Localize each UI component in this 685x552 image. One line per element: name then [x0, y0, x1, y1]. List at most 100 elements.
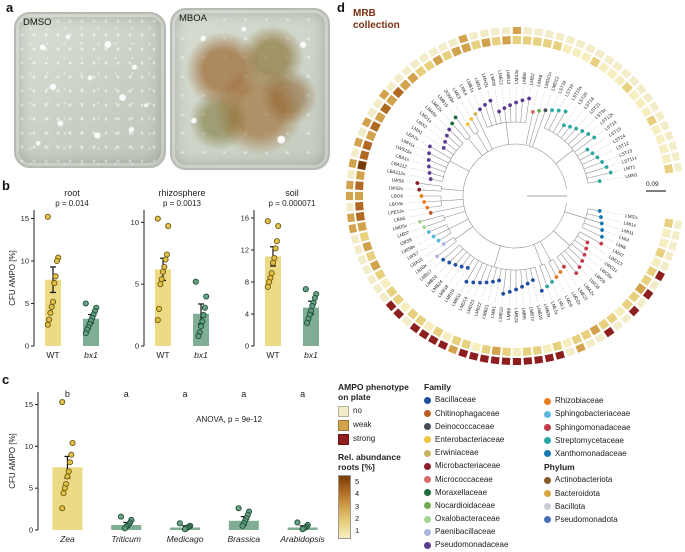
y-tick-label: 0 — [135, 342, 139, 351]
y-tick-label: 0 — [29, 526, 33, 535]
anova-annotation: ANOVA, p = 9e-12 — [196, 415, 262, 424]
data-point — [47, 309, 54, 316]
strain: LMB17 — [385, 244, 460, 312]
strain-label: LMB1x — [465, 78, 475, 94]
legend-family-title: Family — [424, 382, 451, 392]
strain-label: LWS9 — [399, 237, 413, 246]
strain: LMB5 — [519, 269, 533, 365]
data-point — [51, 280, 58, 287]
abundance-ring-cell — [355, 211, 365, 222]
phenotype-ring-cell — [620, 313, 632, 324]
data-point — [64, 473, 71, 480]
legend-label: Sphingomonadaceae — [555, 422, 631, 432]
family-tip-dot — [447, 260, 452, 265]
phenotype-ring-cell — [544, 353, 555, 363]
strain-label: LMI11 — [621, 227, 635, 236]
family-tip-dot — [441, 241, 446, 247]
strain-label: LMX2 — [415, 118, 428, 130]
chart-host-range: ANOVA, p = 9e-12 0 5 10 15 CFU AMPO [%] Zea b Tr… — [8, 389, 326, 544]
legend-swatch — [424, 410, 431, 418]
y-tick-label: 0 — [25, 342, 29, 351]
abundance-ring-cell — [580, 51, 592, 63]
strain: LMB20 — [393, 248, 464, 320]
y-tick-label: 5 — [29, 484, 33, 493]
strain-label: LWS8x — [401, 243, 417, 254]
data-point — [66, 459, 74, 466]
abundance-ring-cell — [663, 164, 674, 174]
family-tip-dot — [577, 264, 582, 270]
phenotype-ring-cell — [523, 357, 533, 365]
strain-label: LMB21 — [481, 303, 490, 319]
legend-label: Actinobacteriota — [555, 475, 613, 485]
legend-label: Deinococcaceae — [435, 421, 495, 431]
strain: LBA112x — [348, 158, 443, 182]
legend-item: Bacteroidota — [544, 489, 664, 499]
x-tick-label: bx1 — [194, 350, 208, 360]
strain: LMH3x — [468, 31, 497, 125]
abundance-ring-cell — [542, 38, 553, 49]
strain: LBA1x — [353, 137, 446, 173]
data-point — [195, 333, 202, 340]
phenotype-ring-cell — [366, 274, 378, 285]
abundance-ring-cell — [502, 36, 511, 45]
abundance-color-scale — [338, 475, 351, 540]
strain-label: LST16 — [564, 83, 575, 98]
strain: LMT1 — [586, 151, 681, 179]
family-tip-dot — [582, 252, 587, 258]
phenotype-ring-cell — [512, 357, 522, 366]
legend-item: Microbacteriaceae — [424, 461, 536, 471]
strain: LWS7 — [366, 233, 452, 285]
family-tip-dot — [426, 157, 431, 163]
strain-label: LMI4 — [618, 235, 630, 244]
y-tick-label: 10 — [21, 257, 29, 266]
strain: LWO5x — [571, 243, 647, 309]
legend-item: Pseudomonadota — [544, 515, 664, 525]
family-tip-dot — [583, 246, 589, 251]
y-tick-label: 15 — [21, 214, 29, 223]
phenotype-ring-cell — [346, 213, 355, 223]
legend-swatch — [424, 489, 431, 497]
abundance-ring-cell — [451, 335, 462, 346]
family-tip-dot — [543, 107, 548, 113]
abundance-ring-cell — [359, 150, 370, 161]
phenotype-ring-cell — [353, 137, 364, 148]
abundance-tick: 3 — [355, 501, 360, 511]
x-tick-label: Medicago — [167, 534, 204, 544]
family-tip-dot — [459, 264, 464, 269]
family-tip-dot — [598, 214, 604, 220]
strain: LBA5 — [348, 210, 443, 234]
abundance-ring-cell — [407, 72, 419, 84]
abundance-ring-cell — [646, 265, 658, 277]
legend-item: Micrococcaceae — [424, 475, 536, 485]
data-point — [154, 215, 161, 222]
family-tip-dot — [573, 126, 579, 131]
strain: LST16 — [548, 43, 596, 131]
data-point — [69, 439, 76, 447]
abundance-ring-cell — [512, 35, 521, 45]
abundance-ring-cell — [481, 344, 491, 354]
legend-swatch — [338, 433, 349, 445]
legend-phenotype-title-line2: on plate — [338, 392, 371, 403]
strain: LWO8 — [564, 250, 632, 324]
strain-label: LMB10 — [497, 306, 504, 321]
data-point — [269, 259, 277, 266]
strain-label: LMT1 — [623, 164, 636, 172]
family-tip-dot — [465, 265, 470, 271]
family-tip-dot — [421, 224, 427, 230]
data-point — [154, 316, 161, 324]
significance-letter: a — [300, 389, 305, 399]
legend-label: Bacillaceae — [435, 395, 476, 405]
phenotype-ring-cell — [372, 283, 383, 294]
abundance-ring-cell — [640, 274, 652, 286]
strain: LMA8 — [530, 29, 555, 124]
strain: LMB7x — [525, 269, 544, 364]
family-tip-dot — [580, 128, 585, 134]
phenotype-ring-cell — [409, 58, 421, 70]
family-tip-dot — [477, 107, 483, 112]
legend-label: Enterobacteriaceae — [435, 434, 505, 444]
strain-label: LWS6 — [392, 177, 405, 184]
abundance-ring-cell — [598, 318, 610, 330]
strain: LMD1x — [385, 80, 460, 148]
phenotype-ring-cell — [555, 350, 565, 360]
phenotype-ring-cell — [668, 240, 678, 251]
